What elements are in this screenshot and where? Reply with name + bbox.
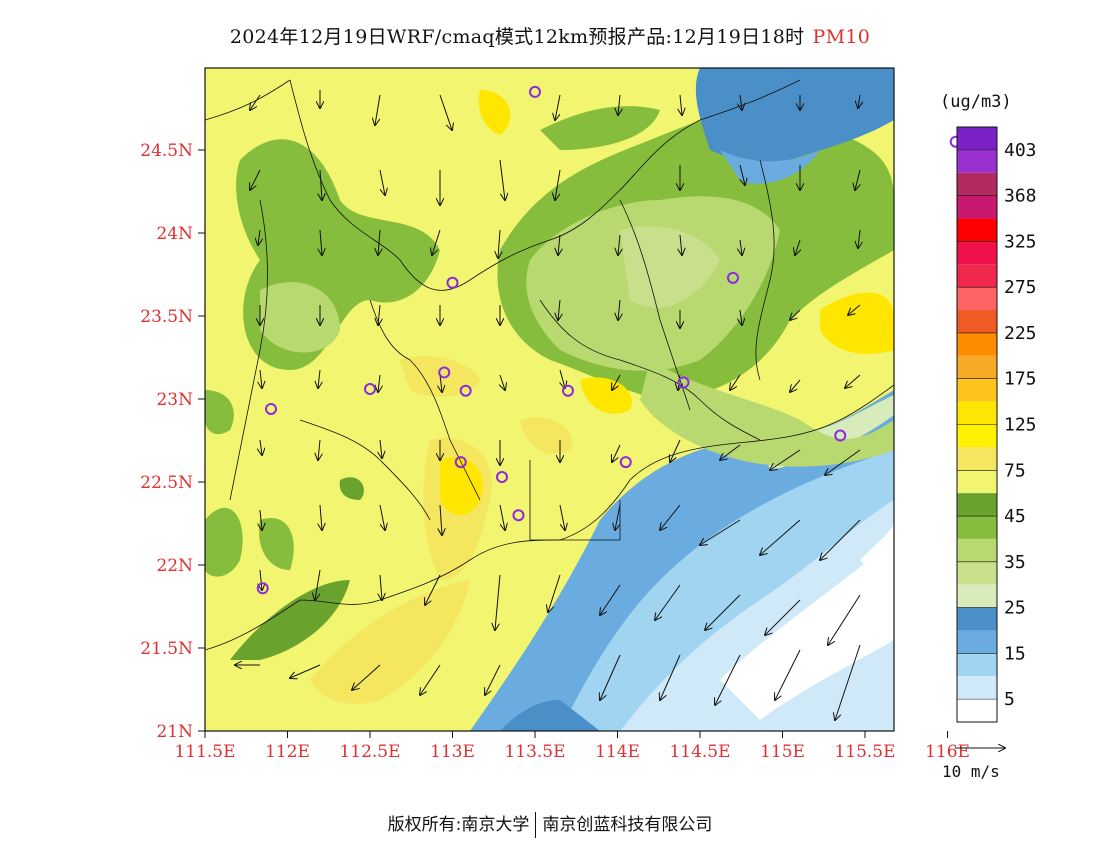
lon-tick-label: 115E [760,742,805,762]
station-marker [512,509,525,522]
colorbar-unit: (ug/m3) [940,92,1012,112]
colorbar-segment [957,287,997,311]
colorbar-segment [957,561,997,585]
pollutant-label: PM10 [812,26,871,48]
colorbar-label: 403 [1004,140,1037,161]
lat-tick-label: 24N [156,224,193,244]
station-marker [454,456,467,469]
lat-tick-label: 23N [156,390,193,410]
colorbar-segment [957,493,997,517]
station-marker [364,383,376,396]
colorbar-segment [957,264,997,288]
footer-separator [535,812,537,838]
colorbar-label: 35 [1004,552,1026,573]
lat-tick-label: 23.5N [140,307,193,327]
monitoring-stations [256,85,995,595]
colorbar-segment [957,447,997,471]
colorbar-segment [957,355,997,379]
colorbar-segment [957,424,997,448]
colorbar-segment [957,630,997,654]
map-title: 2024年12月19日WRF/cmaq模式12km预报产品:12月19日18时 P… [229,26,871,48]
lon-tick-label: 114.5E [669,742,730,762]
colorbar-label: 25 [1004,598,1026,619]
colorbar-segment [957,241,997,265]
wind-vectors [235,90,860,720]
colorbar-label: 225 [1004,323,1037,344]
reference-vector-label: 10 m/s [942,762,1000,781]
lon-tick-label: 112.5E [339,742,400,762]
copyright-footer: 版权所有:南京大学 南京创蓝科技有限公司 [0,810,1100,838]
colorbar-segment [957,676,997,700]
colorbar-segment [957,195,997,219]
colorbar-label: 15 [1004,643,1026,664]
lat-tick-label: 24.5N [140,141,193,161]
colorbar-segment [957,401,997,425]
colorbar-segment [957,607,997,631]
station-marker [677,376,690,389]
station-marker [529,85,541,98]
colorbar-label: 5 [1004,689,1015,710]
station-marker [459,384,472,397]
station-marker [265,402,277,415]
colorbar-segment [957,470,997,494]
lon-tick-label: 112E [265,742,310,762]
colorbar-segment [957,378,997,402]
lat-tick-label: 21N [156,722,193,742]
colorbar-segment [957,653,997,677]
colorbar-segment [957,127,997,150]
station-marker [446,276,459,289]
lat-tick-label: 21.5N [140,639,193,659]
colorbar-label: 275 [1004,277,1037,298]
lon-tick-label: 113.5E [504,742,565,762]
station-marker [834,429,847,442]
colorbar-segment [957,538,997,562]
boundary-lines [205,79,894,651]
lon-tick-label: 113E [430,742,475,762]
lon-tick-label: 114E [595,742,640,762]
concentration-field [205,68,894,731]
colorbar-segment [957,516,997,539]
colorbar-segment [957,584,997,608]
colorbar-segment [957,149,997,173]
copyright-left: 版权所有:南京大学 [387,815,530,835]
colorbar-label: 45 [1004,506,1026,527]
lon-tick-label: 116E [925,742,970,762]
colorbar-label: 175 [1004,369,1037,390]
station-marker [438,366,451,379]
lat-tick-label: 22.5N [140,473,193,493]
colorbar-segment [957,172,997,196]
colorbar-segment [957,310,997,333]
colorbar-segment [957,218,997,242]
colorbar-label: 125 [1004,415,1037,436]
lon-tick-label: 111.5E [174,742,235,762]
colorbar-segment [957,699,997,722]
copyright-right: 南京创蓝科技有限公司 [542,815,713,835]
station-marker [562,384,574,397]
station-marker [256,582,269,595]
lon-tick-label: 115.5E [834,742,895,762]
colorbar-segment [957,332,997,356]
colorbar-label: 325 [1004,231,1037,252]
colorbar: 403 368 325 275 225 175 125 75 45 35 25 15 5 [956,126,1037,723]
colorbar-label: 75 [1004,460,1026,481]
station-marker [619,456,632,469]
station-marker [727,271,739,284]
colorbar-label: 368 [1004,186,1037,207]
station-marker [496,471,508,484]
lat-tick-label: 22N [156,556,193,576]
